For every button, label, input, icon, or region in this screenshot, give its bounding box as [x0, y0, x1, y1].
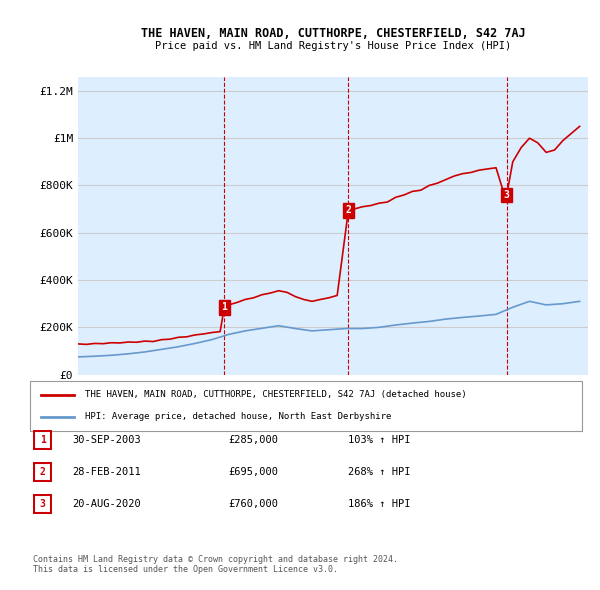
- Text: HPI: Average price, detached house, North East Derbyshire: HPI: Average price, detached house, Nort…: [85, 412, 392, 421]
- Text: 3: 3: [504, 190, 509, 200]
- Text: 103% ↑ HPI: 103% ↑ HPI: [348, 435, 410, 444]
- Text: 3: 3: [40, 500, 46, 509]
- Text: 30-SEP-2003: 30-SEP-2003: [72, 435, 141, 444]
- Text: THE HAVEN, MAIN ROAD, CUTTHORPE, CHESTERFIELD, S42 7AJ: THE HAVEN, MAIN ROAD, CUTTHORPE, CHESTER…: [140, 27, 526, 40]
- Text: 28-FEB-2011: 28-FEB-2011: [72, 467, 141, 477]
- Text: Price paid vs. HM Land Registry's House Price Index (HPI): Price paid vs. HM Land Registry's House …: [155, 41, 511, 51]
- Text: £285,000: £285,000: [228, 435, 278, 444]
- FancyBboxPatch shape: [34, 463, 51, 481]
- Text: 268% ↑ HPI: 268% ↑ HPI: [348, 467, 410, 477]
- Text: 20-AUG-2020: 20-AUG-2020: [72, 500, 141, 509]
- Text: 1: 1: [221, 302, 227, 312]
- Text: £695,000: £695,000: [228, 467, 278, 477]
- FancyBboxPatch shape: [34, 496, 51, 513]
- FancyBboxPatch shape: [34, 431, 51, 448]
- Text: 2: 2: [346, 205, 352, 215]
- Text: 2: 2: [40, 467, 46, 477]
- Text: £760,000: £760,000: [228, 500, 278, 509]
- Text: 1: 1: [40, 435, 46, 444]
- Text: THE HAVEN, MAIN ROAD, CUTTHORPE, CHESTERFIELD, S42 7AJ (detached house): THE HAVEN, MAIN ROAD, CUTTHORPE, CHESTER…: [85, 390, 467, 399]
- FancyBboxPatch shape: [30, 381, 582, 431]
- Text: Contains HM Land Registry data © Crown copyright and database right 2024.
This d: Contains HM Land Registry data © Crown c…: [33, 555, 398, 574]
- Text: 186% ↑ HPI: 186% ↑ HPI: [348, 500, 410, 509]
